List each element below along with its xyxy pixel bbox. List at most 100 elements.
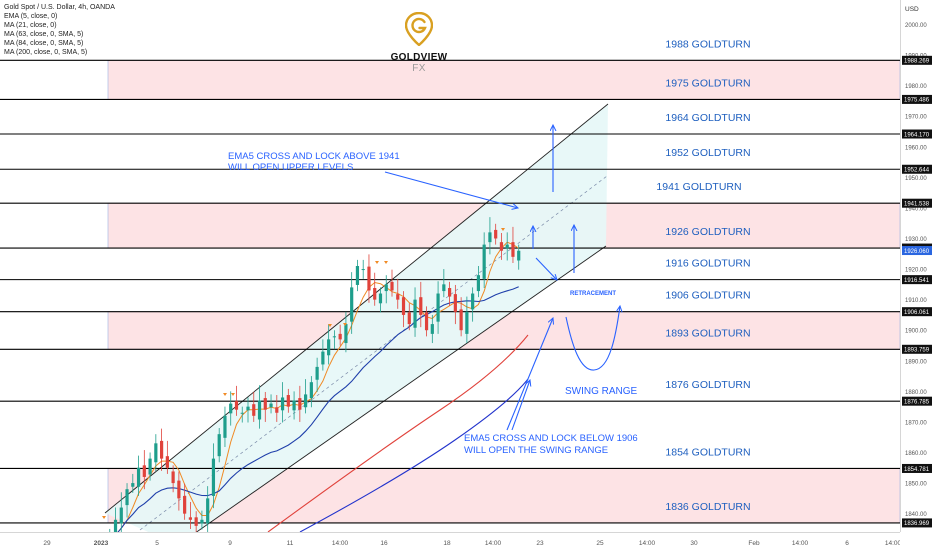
candle-72: [517, 244, 521, 270]
price-tick-14: 1980.00: [905, 84, 927, 90]
candle-36: [309, 376, 313, 408]
indicator-ma21[interactable]: MA (21, close, 0): [4, 22, 57, 29]
indicator-ma200[interactable]: MA (200, close, 0, SMA, 5): [4, 49, 88, 56]
candle-42: [344, 311, 348, 353]
candle-body-18: [206, 498, 210, 524]
candle-18: [206, 486, 210, 532]
zone-0: [107, 60, 900, 100]
price-tick-1: 1850.00: [905, 482, 927, 488]
candle-body-34: [298, 398, 302, 410]
candle-body-46: [367, 266, 371, 291]
candle-body-9: [154, 443, 158, 463]
indicator-ma84[interactable]: MA (84, close, 0, SMA, 5): [4, 40, 84, 47]
candle-body-41: [338, 333, 342, 340]
annotation-ema-above-line1: EMA5 CROSS AND LOCK ABOVE 1941: [228, 151, 400, 162]
candle-29: [269, 394, 273, 414]
level-label-1: 1975 GOLDTURN: [665, 77, 750, 89]
candle-27: [257, 385, 262, 429]
candle-body-52: [401, 297, 406, 315]
price-tag-bg-7: [902, 307, 932, 317]
candle-7: [142, 450, 146, 490]
candle-body-30: [275, 407, 279, 413]
candle-body-35: [304, 394, 308, 408]
candle-body-19: [211, 458, 216, 496]
candle-28: [263, 391, 267, 422]
candle-body-5: [131, 483, 135, 487]
candle-body-27: [257, 400, 262, 420]
price-tick-11: 1950.00: [905, 176, 927, 182]
brand-name: GOLDVIEW FX: [390, 52, 448, 74]
price-tag-1: 1975.486: [904, 98, 930, 104]
candle-33: [292, 391, 296, 420]
price-tag-bg-9: [902, 396, 932, 406]
indicator-ema5[interactable]: EMA (5, close, 0): [4, 13, 58, 20]
location-pin-icon: [404, 11, 434, 47]
time-scale[interactable]: 29 2023 5 9 11 14:00 16 18 14:00 23 25 14:00 30 Feb 14…: [0, 532, 902, 550]
price-chart[interactable]: 1988 GOLDTURN 1975 GOLDTURN 1964 GOLDTURN 1…: [0, 0, 900, 532]
fractal-marker-4: [343, 323, 347, 326]
candle-body-54: [413, 299, 417, 328]
candle-body-20: [217, 434, 221, 457]
candle-40: [332, 330, 336, 350]
candle-63: [465, 296, 469, 344]
price-tick-6: 1900.00: [905, 329, 927, 335]
ma63-line: [267, 334, 529, 532]
candle-body-56: [424, 312, 429, 331]
annotation-ema-above-line2: WILL OPEN UPPER LEVELS: [228, 162, 353, 173]
price-tag-bg-2: [902, 129, 932, 139]
candle-8: [148, 452, 152, 481]
price-tag-4: 1941.538: [904, 202, 930, 208]
price-tag-3: 1952.644: [904, 168, 930, 174]
ma84-line: [299, 378, 529, 532]
candle-body-57: [430, 324, 434, 334]
candle-70: [505, 232, 509, 261]
annotation-ema-below-line1: EMA5 CROSS AND LOCK BELOW 1906: [464, 433, 638, 444]
candle-34: [298, 385, 302, 422]
price-tick-2: 1860.00: [905, 451, 927, 457]
candle-body-2: [113, 519, 118, 532]
price-scale[interactable]: USD 1840.00 1850.00 1860.00 1870.00 1880.00 1…: [900, 0, 932, 532]
current-price-tag-bg: [902, 246, 932, 256]
candle-body-55: [419, 297, 423, 315]
candle-body-62: [459, 309, 463, 331]
level-label-3: 1952 GOLDTURN: [665, 147, 750, 159]
candle-45: [361, 259, 365, 279]
candle-body-51: [396, 294, 400, 300]
chart-area[interactable]: 1988 GOLDTURN 1975 GOLDTURN 1964 GOLDTURN 1…: [0, 0, 900, 532]
candle-50: [390, 269, 394, 297]
time-tick-14: 14:00: [792, 540, 809, 547]
candle-67: [488, 217, 492, 255]
candle-body-53: [407, 312, 411, 325]
time-tick-7: 18: [443, 540, 451, 547]
candle-10: [160, 428, 164, 471]
level-label-4: 1941 GOLDTURN: [656, 181, 741, 193]
brand-logo: GOLDVIEW FX: [384, 11, 454, 74]
candle-44: [355, 259, 360, 292]
time-tick-0: 29: [43, 540, 51, 547]
candle-37: [315, 357, 319, 392]
candle-43: [350, 272, 354, 334]
channel-lower-line: [195, 245, 607, 532]
price-tick-16: 2000.00: [905, 23, 927, 29]
indicator-ma63[interactable]: MA (63, close, 0, SMA, 5): [4, 31, 84, 38]
candle-body-72: [517, 250, 521, 261]
candle-body-21: [223, 415, 227, 438]
candle-55: [419, 281, 423, 328]
candle-21: [223, 406, 227, 448]
candle-body-6: [136, 467, 141, 487]
time-tick-13: Feb: [748, 540, 760, 547]
time-tick-1: 2023: [94, 540, 109, 547]
candle-body-7: [142, 465, 146, 477]
candle-body-63: [465, 311, 469, 334]
price-tick-9: 1930.00: [905, 237, 927, 243]
candle-body-33: [292, 400, 296, 411]
level-label-6: 1916 GOLDTURN: [665, 258, 750, 270]
candle-body-15: [188, 517, 192, 520]
price-tag-bg-4: [902, 198, 932, 208]
candle-body-65: [476, 275, 480, 292]
candle-body-8: [148, 458, 152, 475]
candle-14: [183, 483, 187, 520]
time-tick-11: 14:00: [639, 540, 656, 547]
candle-19: [211, 443, 216, 509]
channel-upper-line: [104, 103, 609, 514]
